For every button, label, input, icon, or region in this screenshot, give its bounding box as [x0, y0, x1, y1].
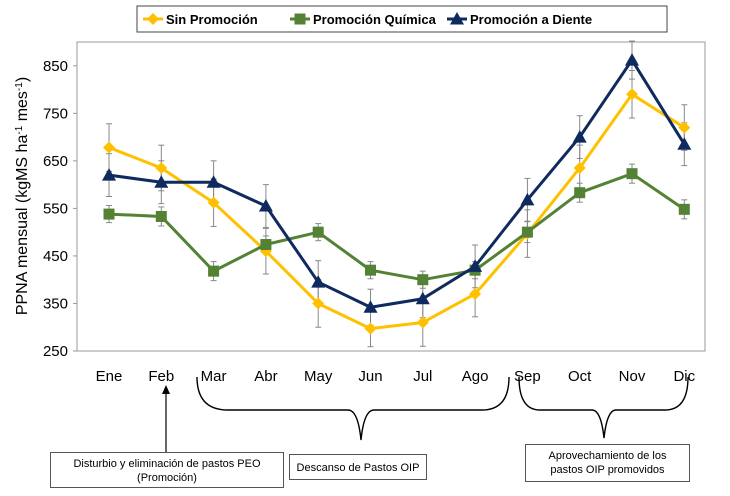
data-point-promocion-a-diente: [311, 275, 326, 288]
legend-label-promocion-a-diente: Promoción a Diente: [470, 12, 592, 27]
y-tick-label: 550: [43, 200, 68, 217]
data-point-promocion-quimica: [678, 203, 690, 215]
arrow-feb: [162, 385, 170, 452]
data-point-sin-promocion: [207, 196, 220, 209]
data-point-promocion-quimica: [417, 274, 429, 286]
data-point-sin-promocion: [573, 161, 586, 174]
brace-sep-dic: [518, 376, 689, 439]
data-point-promocion-quimica: [103, 208, 115, 220]
data-point-sin-promocion: [103, 141, 115, 154]
y-tick-label: 250: [43, 343, 68, 360]
y-axis-label-sup1: -1: [14, 125, 25, 134]
annotation-oip: Descanso de Pastos OIP: [289, 454, 427, 480]
data-point-promocion-a-diente: [677, 137, 692, 150]
data-point-promocion-a-diente: [468, 259, 483, 272]
annotation-peo: Disturbio y eliminación de pastos PEO (P…: [50, 452, 284, 488]
x-tick-label: Jul: [413, 368, 432, 385]
data-point-promocion-quimica: [155, 210, 167, 222]
data-point-sin-promocion: [155, 161, 168, 174]
brace-mar-ago: [196, 376, 510, 441]
data-point-promocion-a-diente: [206, 175, 221, 188]
annotation-aprov: Aprovechamiento de los pastos OIP promov…: [525, 444, 690, 482]
x-tick-label: Mar: [201, 368, 227, 385]
legend-marker-promocion-quimica: [294, 13, 306, 25]
data-point-sin-promocion: [312, 297, 325, 310]
x-tick-label: Nov: [619, 368, 646, 385]
x-tick-label: Ago: [462, 368, 489, 385]
y-axis-ticks: 250 350 450 550 650 750 850: [43, 58, 77, 360]
data-point-promocion-a-diente: [102, 168, 116, 181]
data-point-promocion-quimica: [574, 187, 586, 199]
x-tick-label: Abr: [254, 368, 277, 385]
data-point-promocion-quimica: [626, 168, 638, 180]
data-point-sin-promocion: [469, 287, 482, 300]
data-point-promocion-a-diente: [363, 300, 378, 313]
x-tick-label: Sep: [514, 368, 541, 385]
data-point-sin-promocion: [416, 316, 429, 329]
annotation-aprov-line2: pastos OIP promovidos: [550, 464, 665, 476]
y-tick-label: 850: [43, 58, 68, 75]
x-tick-label: Oct: [568, 368, 592, 385]
data-point-sin-promocion: [626, 88, 638, 101]
legend-frame: [136, 5, 668, 33]
data-point-promocion-a-diente: [572, 130, 587, 143]
data-point-promocion-a-diente: [415, 291, 430, 305]
y-tick-label: 350: [43, 295, 68, 312]
plot-area: [76, 41, 706, 352]
data-point-promocion-a-diente: [625, 53, 639, 66]
series-line-promocion-quimica: [108, 172, 686, 282]
error-bars: [106, 40, 688, 348]
y-tick-label: 450: [43, 248, 68, 265]
x-tick-label: Ene: [96, 368, 123, 385]
arrow-head: [162, 385, 170, 394]
x-tick-label: May: [304, 368, 333, 385]
y-tick-label: 750: [43, 105, 68, 122]
data-point-promocion-a-diente: [258, 199, 273, 212]
x-tick-label: Feb: [148, 368, 174, 385]
legend-marker-sin-promocion: [147, 13, 159, 25]
data-point-sin-promocion: [364, 322, 377, 335]
data-point-promocion-quimica: [260, 239, 272, 251]
annotation-peo-line1: Disturbio y eliminación de pastos PEO: [73, 458, 261, 470]
x-axis-ticks: Ene Feb Mar Abr May Jun Jul Ago Sep Oct Nov Dic: [96, 368, 696, 385]
data-point-promocion-quimica: [208, 265, 220, 277]
x-tick-label: Jun: [358, 368, 382, 385]
y-tick-label: 650: [43, 153, 68, 170]
y-axis-label-sup2: -1: [14, 82, 25, 91]
data-point-promocion-quimica: [521, 226, 533, 238]
data-point-promocion-a-diente: [154, 175, 169, 188]
series-line-promocion-a-diente: [108, 58, 686, 309]
data-point-promocion-a-diente: [520, 192, 535, 206]
legend: Sin Promoción Promoción Química Promoción …: [136, 5, 668, 33]
series-lines: [108, 58, 686, 331]
annotation-peo-line2: (Promoción): [137, 472, 197, 484]
legend-marker-promocion-a-diente: [450, 12, 464, 25]
data-point-sin-promocion: [678, 121, 691, 134]
annotation-aprov-line1: Aprovechamiento de los: [548, 450, 667, 462]
legend-label-promocion-quimica: Promoción Química: [313, 12, 437, 27]
y-axis-label: PPNA mensual (kgMS ha-1 mes-1): [14, 77, 32, 315]
data-point-promocion-quimica: [312, 226, 324, 238]
annotation-oip-text: Descanso de Pastos OIP: [296, 462, 420, 474]
series-markers: [102, 53, 692, 335]
data-point-promocion-quimica: [365, 264, 376, 276]
x-tick-label: Dic: [673, 368, 695, 385]
legend-label-sin-promocion: Sin Promoción: [166, 12, 258, 27]
series-line-sin-promocion: [108, 92, 686, 331]
